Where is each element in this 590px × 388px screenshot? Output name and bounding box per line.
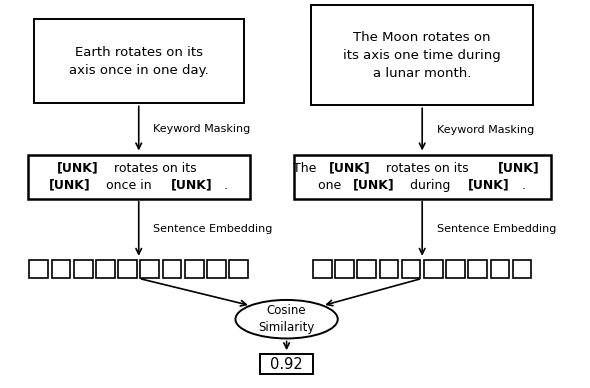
FancyBboxPatch shape	[260, 354, 313, 374]
Text: during: during	[406, 178, 454, 192]
Text: Earth rotates on its
axis once in one day.: Earth rotates on its axis once in one da…	[69, 46, 209, 76]
Text: [UNK]: [UNK]	[48, 178, 90, 192]
FancyBboxPatch shape	[140, 260, 159, 278]
Text: .: .	[224, 178, 228, 192]
FancyBboxPatch shape	[185, 260, 204, 278]
FancyBboxPatch shape	[207, 260, 226, 278]
FancyBboxPatch shape	[96, 260, 115, 278]
FancyBboxPatch shape	[311, 5, 533, 106]
Text: Sentence Embedding: Sentence Embedding	[437, 224, 556, 234]
Text: Keyword Masking: Keyword Masking	[437, 125, 534, 135]
FancyBboxPatch shape	[446, 260, 465, 278]
Text: [UNK]: [UNK]	[468, 178, 510, 192]
FancyBboxPatch shape	[28, 154, 250, 199]
FancyBboxPatch shape	[74, 260, 93, 278]
FancyBboxPatch shape	[118, 260, 137, 278]
Text: Sentence Embedding: Sentence Embedding	[153, 224, 273, 234]
Text: once in: once in	[102, 178, 156, 192]
FancyBboxPatch shape	[163, 260, 181, 278]
Text: The: The	[293, 162, 321, 175]
Ellipse shape	[235, 300, 337, 338]
FancyBboxPatch shape	[230, 260, 248, 278]
FancyBboxPatch shape	[490, 260, 509, 278]
FancyBboxPatch shape	[294, 154, 551, 199]
FancyBboxPatch shape	[424, 260, 442, 278]
Text: .: .	[522, 178, 525, 192]
Text: Keyword Masking: Keyword Masking	[153, 124, 251, 134]
FancyBboxPatch shape	[513, 260, 532, 278]
FancyBboxPatch shape	[52, 260, 70, 278]
Text: [UNK]: [UNK]	[171, 178, 212, 192]
Text: The Moon rotates on
its axis one time during
a lunar month.: The Moon rotates on its axis one time du…	[343, 31, 501, 80]
Text: [UNK]: [UNK]	[329, 162, 370, 175]
Text: rotates on its: rotates on its	[110, 162, 196, 175]
FancyBboxPatch shape	[358, 260, 376, 278]
Text: [UNK]: [UNK]	[497, 162, 539, 175]
Text: [UNK]: [UNK]	[353, 178, 395, 192]
Text: Cosine
Similarity: Cosine Similarity	[258, 304, 315, 334]
FancyBboxPatch shape	[30, 260, 48, 278]
FancyBboxPatch shape	[335, 260, 354, 278]
FancyBboxPatch shape	[379, 260, 398, 278]
FancyBboxPatch shape	[402, 260, 421, 278]
Text: [UNK]: [UNK]	[57, 162, 99, 175]
Text: one: one	[318, 178, 345, 192]
FancyBboxPatch shape	[468, 260, 487, 278]
Text: rotates on its: rotates on its	[382, 162, 473, 175]
FancyBboxPatch shape	[34, 19, 244, 104]
FancyBboxPatch shape	[313, 260, 332, 278]
Text: 0.92: 0.92	[270, 357, 303, 372]
